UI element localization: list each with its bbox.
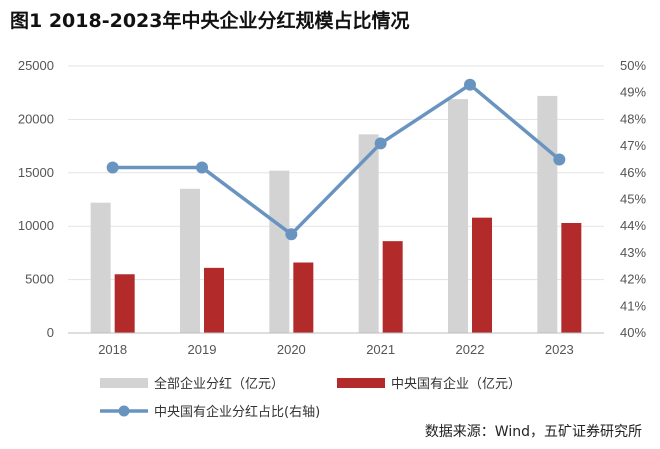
ratio-point: [285, 228, 298, 241]
legend-total-label: 全部企业分红（亿元）: [154, 376, 284, 392]
legend-ratio-marker: [118, 405, 130, 417]
bar-total: [537, 95, 558, 334]
x-tick-label: 2021: [366, 342, 395, 357]
ratio-point: [196, 161, 208, 174]
ratio-line: [112, 82, 561, 236]
ratio-point: [553, 153, 566, 166]
y-right-tick-label: 43%: [620, 245, 646, 260]
y-right-tick-label: 48%: [620, 111, 646, 126]
y-left-tick-label: 5000: [25, 272, 54, 287]
legend-total-swatch: [100, 378, 148, 388]
y-right-tick-label: 44%: [620, 218, 646, 233]
chart-title: 图1 2018-2023年中央企业分红规模占比情况: [10, 10, 410, 32]
axes: 0 5000 10000 15000 20000 25000 40% 41% 42% 43% 44%…: [18, 58, 647, 357]
legend-soe-label: 中央国有企业（亿元）: [391, 376, 521, 392]
x-tick-label: 2020: [277, 342, 306, 357]
y-left-tick-label: 0: [47, 325, 54, 340]
y-left-tick-label: 15000: [18, 165, 54, 180]
x-tick-label: 2022: [456, 342, 485, 357]
ratio-point: [374, 137, 387, 150]
grid-lines: [68, 65, 604, 334]
y-right-tick-label: 49%: [620, 85, 646, 100]
x-tick-label: 2019: [188, 342, 217, 357]
y-right-tick-label: 45%: [620, 192, 646, 207]
y-right-tick-label: 42%: [620, 272, 646, 287]
bar-total: [448, 99, 468, 333]
bar-soe: [472, 217, 492, 333]
bar-soe: [114, 274, 135, 333]
x-tick-label: 2018: [98, 342, 127, 357]
bar-soe: [204, 267, 224, 333]
y-right-tick-label: 41%: [620, 298, 646, 313]
source-note: 数据来源：Wind，五矿证券研究所: [424, 424, 642, 440]
ratio-point: [106, 161, 119, 174]
bar-total: [180, 188, 200, 333]
bar-total: [358, 134, 379, 333]
bar-soe: [382, 241, 403, 333]
x-tick-label: 2023: [545, 342, 574, 357]
ratio-point: [464, 78, 476, 91]
y-left-tick-label: 20000: [18, 111, 54, 126]
y-left-tick-label: 25000: [18, 58, 54, 73]
bar-soe: [561, 222, 582, 333]
y-right-tick-label: 50%: [620, 58, 646, 73]
legend-soe-swatch: [337, 378, 385, 388]
legend: 全部企业分红（亿元） 中央国有企业（亿元） 中央国有企业分红占比(右轴): [100, 376, 521, 420]
y-right-tick-label: 46%: [620, 165, 646, 180]
y-right-tick-label: 40%: [620, 325, 646, 340]
bar-total: [269, 170, 290, 333]
y-right-tick-label: 47%: [620, 138, 646, 153]
line-series: [106, 78, 566, 241]
y-left-tick-label: 10000: [18, 218, 54, 233]
bar-soe: [293, 262, 314, 333]
bar-series: [90, 95, 582, 334]
bar-total: [90, 202, 111, 333]
legend-ratio-label: 中央国有企业分红占比(右轴): [154, 404, 320, 420]
